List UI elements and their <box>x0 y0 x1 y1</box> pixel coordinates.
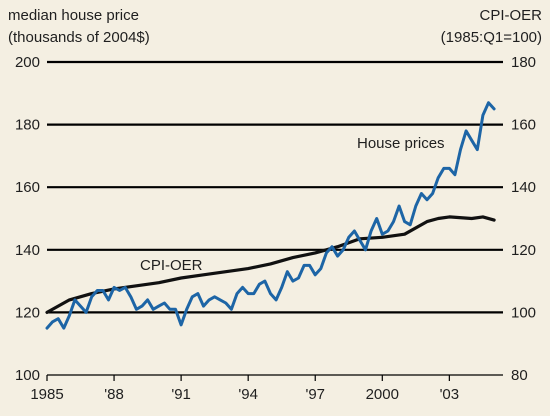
right-axis-label-line-2: (1985:Q1=100) <box>441 29 542 46</box>
x-axis-ticks: 1985 '88 '91 '94 '97 2000 '03 <box>30 375 459 403</box>
x-tick-label: '88 <box>104 386 124 403</box>
left-tick-label: 120 <box>15 304 40 321</box>
series-line-house-prices <box>45 101 496 330</box>
right-tick-label: 180 <box>511 54 536 71</box>
left-tick-label: 160 <box>15 179 40 196</box>
right-tick-label: 160 <box>511 117 536 134</box>
right-tick-label: 120 <box>511 242 536 259</box>
series-line-cpi-oer <box>45 215 496 314</box>
left-axis-ticks: 100 120 140 160 180 200 <box>15 54 40 384</box>
x-tick-label: '97 <box>305 386 325 403</box>
right-axis-ticks: 80 100 120 140 160 180 <box>511 54 536 384</box>
x-tick-label: 1985 <box>30 386 63 403</box>
left-tick-label: 140 <box>15 242 40 259</box>
right-axis-label-line-1: CPI-OER <box>479 7 542 24</box>
annotation-house-prices: House prices <box>357 135 445 152</box>
left-axis-label-line-1: median house price <box>8 7 139 24</box>
left-axis-label-line-2: (thousands of 2004$) <box>8 29 150 46</box>
left-tick-label: 180 <box>15 117 40 134</box>
series-lines <box>45 101 496 330</box>
annotation-cpi-oer: CPI-OER <box>140 257 203 274</box>
x-tick-label: '91 <box>171 386 191 403</box>
x-tick-label: '03 <box>440 386 460 403</box>
left-tick-label: 100 <box>15 367 40 384</box>
right-tick-label: 100 <box>511 304 536 321</box>
x-tick-label: '94 <box>238 386 258 403</box>
left-tick-label: 200 <box>15 54 40 71</box>
gridlines <box>47 60 503 376</box>
right-tick-label: 140 <box>511 179 536 196</box>
right-tick-label: 80 <box>511 367 528 384</box>
x-tick-label: 2000 <box>366 386 399 403</box>
